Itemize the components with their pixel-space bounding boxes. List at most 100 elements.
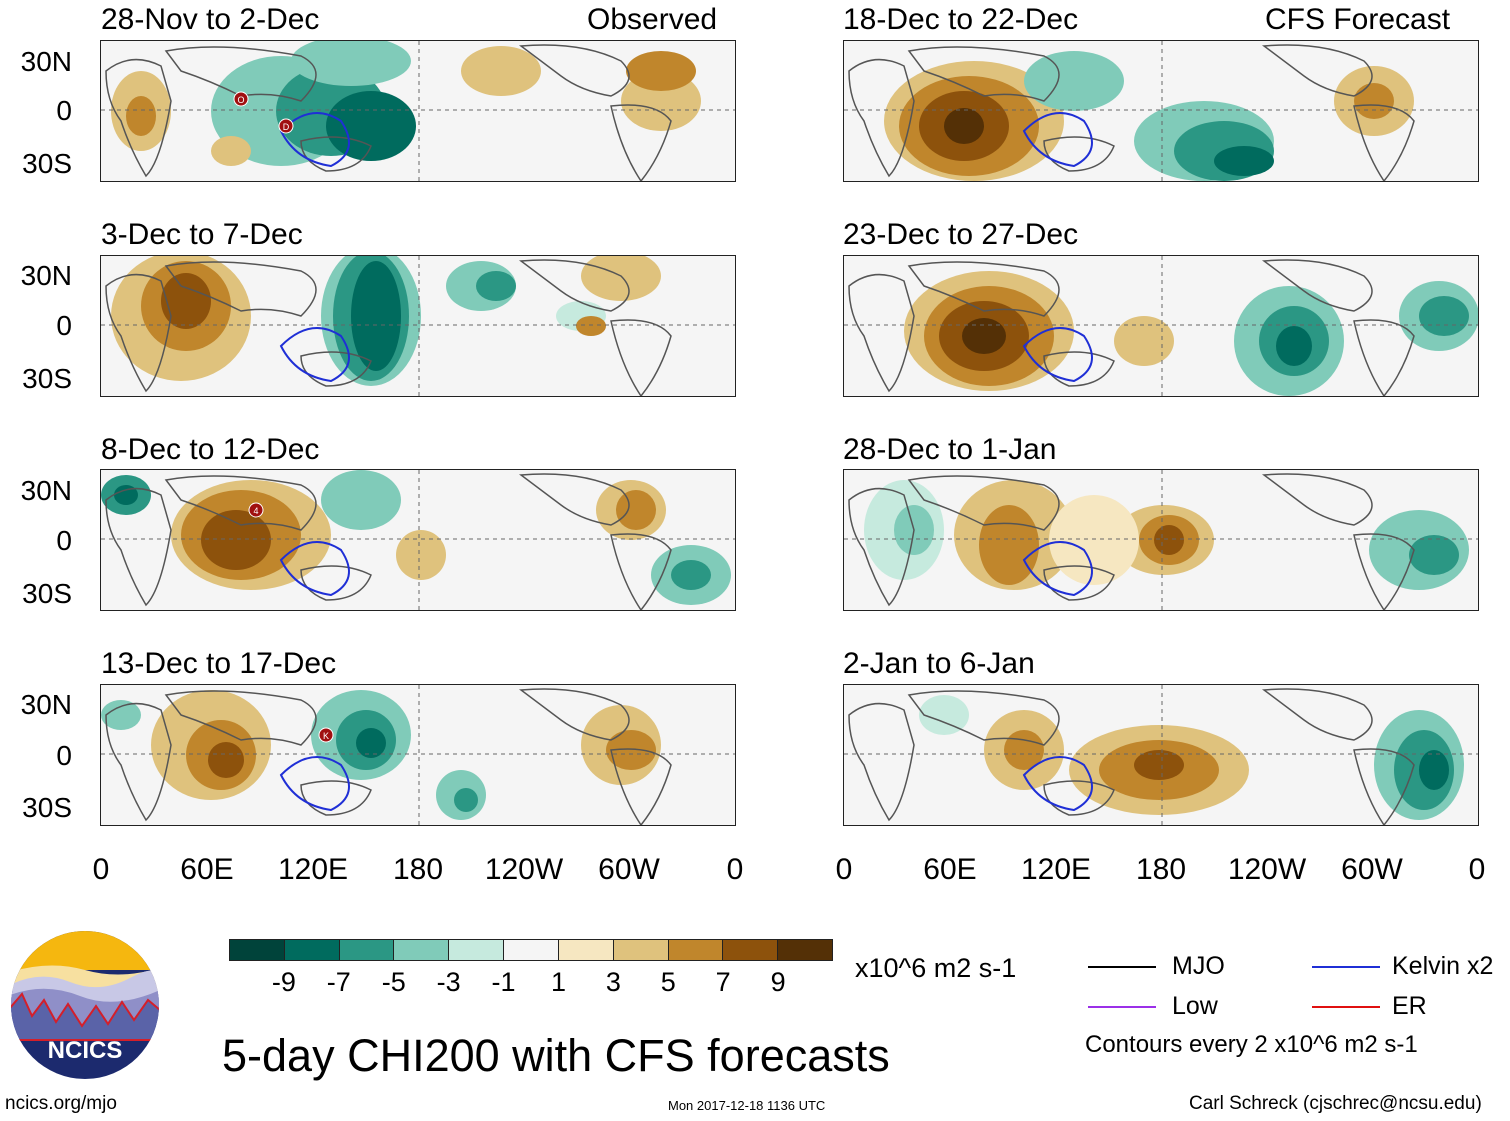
colorbar-swatch xyxy=(394,940,450,960)
anomaly-region xyxy=(351,261,401,371)
colorbar-swatch xyxy=(339,940,395,960)
colorbar-label: 1 xyxy=(550,967,566,997)
lon-label-r-0-end: 0 xyxy=(1468,853,1486,886)
kelvin-contour xyxy=(279,327,350,383)
lat-label-30n-2: 30N xyxy=(20,260,72,291)
anomaly-region xyxy=(291,41,411,86)
legend-line-low xyxy=(1088,1006,1156,1008)
continent-outlines xyxy=(105,44,672,181)
map-panel-3: 4 xyxy=(100,469,736,611)
map-panel-4: K xyxy=(100,684,736,826)
panel-label-observed: Observed xyxy=(587,3,718,36)
lon-label-l-180: 180 xyxy=(392,853,444,886)
colorbar-label: 5 xyxy=(660,967,676,997)
anomaly-region xyxy=(1004,730,1044,770)
panel-title-2: 3-Dec to 7-Dec xyxy=(101,218,303,251)
map-panel-5 xyxy=(843,40,1479,182)
anomaly-region xyxy=(326,91,416,161)
anomaly-region xyxy=(606,730,656,770)
lon-label-r-120e: 120E xyxy=(1020,853,1092,886)
colorbar-swatch xyxy=(723,940,779,960)
anomaly-region xyxy=(126,96,156,136)
map-panel-7 xyxy=(843,469,1479,611)
source-url: ncics.org/mjo xyxy=(5,1093,117,1114)
anomaly-region xyxy=(919,695,969,735)
panel-title-1: 28-Nov to 2-Dec xyxy=(101,3,320,36)
credit: Carl Schreck (cjschrec@ncsu.edu) xyxy=(1189,1093,1482,1114)
storm-marker: K xyxy=(318,727,334,743)
lat-label-30n-1: 30N xyxy=(20,46,72,77)
colorbar-label: -9 xyxy=(271,967,296,997)
map-panel-6 xyxy=(843,255,1479,397)
legend-label-mjo: MJO xyxy=(1172,952,1225,980)
colorbar-label: 3 xyxy=(605,967,621,997)
continent-outlines xyxy=(848,473,1415,610)
lat-label-30s-1: 30S xyxy=(22,148,72,179)
anomaly-region xyxy=(1419,296,1469,336)
legend-label-er: ER xyxy=(1392,992,1427,1020)
panel-title-8: 2-Jan to 6-Jan xyxy=(843,647,1035,680)
panel-label-cfs-forecast: CFS Forecast xyxy=(1265,3,1451,36)
storm-marker-label: 4 xyxy=(253,506,258,516)
anomaly-region xyxy=(1154,525,1184,555)
anomaly-region xyxy=(461,46,541,96)
lon-label-l-120e: 120E xyxy=(277,853,349,886)
lon-label-l-60w: 60W xyxy=(598,853,660,886)
anomaly-region xyxy=(114,485,138,505)
anomaly-region xyxy=(201,510,271,570)
colorbar-swatch xyxy=(504,940,559,960)
lon-label-r-120w: 120W xyxy=(1227,853,1307,886)
colorbar-swatch xyxy=(284,940,340,960)
lat-label-30n-3: 30N xyxy=(20,475,72,506)
storm-marker-label: K xyxy=(323,731,329,741)
anomaly-region xyxy=(356,728,386,758)
lon-label-r-60w: 60W xyxy=(1341,853,1403,886)
kelvin-contour xyxy=(279,756,350,812)
colorbar-swatch xyxy=(230,940,285,960)
colorbar-label: -5 xyxy=(381,967,406,997)
timestamp: Mon 2017-12-18 1136 UTC xyxy=(668,1098,826,1113)
anomaly-region xyxy=(1276,326,1312,366)
anomaly-region xyxy=(454,788,478,812)
anomaly-region xyxy=(944,108,984,144)
panel-title-7: 28-Dec to 1-Jan xyxy=(843,433,1057,466)
colorbar-label: 7 xyxy=(715,967,731,997)
lat-label-30s-4: 30S xyxy=(22,792,72,823)
lat-label-30s-3: 30S xyxy=(22,578,72,609)
anomaly-region xyxy=(208,742,244,778)
anomaly-region xyxy=(616,490,656,530)
anomaly-region xyxy=(626,51,696,91)
panel-title-3: 8-Dec to 12-Dec xyxy=(101,433,320,466)
legend-line-er xyxy=(1312,1006,1380,1008)
anomaly-region xyxy=(396,530,446,580)
kelvin-contour xyxy=(279,541,350,597)
panel-title-6: 23-Dec to 27-Dec xyxy=(843,218,1079,251)
colorbar-label: 9 xyxy=(770,967,786,997)
colorbar-swatch xyxy=(558,940,614,960)
logo-text: NCICS xyxy=(48,1037,123,1064)
anomaly-region xyxy=(211,136,251,166)
lat-label-eq-1: 0 xyxy=(56,95,72,126)
anomaly-region xyxy=(1409,535,1459,575)
kelvin-contour xyxy=(1022,541,1093,597)
anomaly-region xyxy=(576,316,606,336)
lat-label-30s-2: 30S xyxy=(22,363,72,394)
storm-marker-label: D xyxy=(283,122,290,132)
colorbar-swatch xyxy=(668,940,724,960)
anomaly-region xyxy=(962,318,1006,354)
kelvin-contour xyxy=(1022,756,1093,812)
legend-line-mjo xyxy=(1088,966,1156,968)
anomaly-region xyxy=(1354,83,1394,119)
colorbar xyxy=(229,939,833,961)
kelvin-contour xyxy=(279,112,350,168)
anomaly-region xyxy=(161,273,211,329)
lon-label-l-120w: 120W xyxy=(484,853,564,886)
legend-line-kelvin xyxy=(1312,966,1380,968)
ncics-logo: NCICS xyxy=(10,930,160,1080)
anomaly-region xyxy=(1134,750,1184,780)
legend-label-low: Low xyxy=(1172,992,1218,1020)
storm-marker: O xyxy=(233,91,249,107)
lat-label-eq-2: 0 xyxy=(56,310,72,341)
kelvin-contour xyxy=(1022,112,1093,168)
